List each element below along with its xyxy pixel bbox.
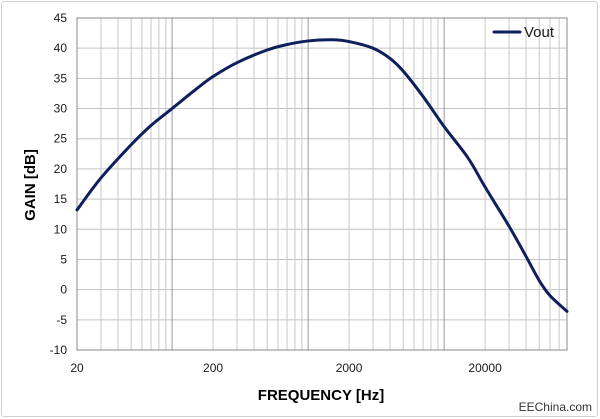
- grid: [76, 17, 568, 351]
- y-tick-label-5: 15: [54, 192, 68, 206]
- series-line-vout: [75, 38, 569, 313]
- y-tick-label-11: 45: [54, 11, 68, 25]
- y-tick-label-3: 5: [60, 252, 67, 266]
- x-axis-title: FREQUENCY [Hz]: [258, 387, 384, 404]
- legend-label-vout: Vout: [524, 24, 555, 41]
- x-tick-label-3: 20000: [468, 361, 502, 375]
- x-tick-label-1: 200: [203, 361, 223, 375]
- legend: Vout: [492, 24, 555, 41]
- x-tick-label-2: 2000: [336, 361, 363, 375]
- y-tick-label-1: -5: [56, 313, 67, 327]
- x-axis-ticks: 20 200 2000 20000: [70, 361, 502, 375]
- y-tick-label-10: 40: [54, 41, 68, 55]
- y-tick-label-8: 30: [54, 102, 68, 116]
- plot-border-rect: [76, 17, 568, 351]
- x-tick-label-0: 20: [70, 361, 84, 375]
- y-tick-label-4: 10: [54, 222, 68, 236]
- y-tick-label-2: 0: [60, 283, 67, 297]
- y-tick-label-9: 35: [54, 71, 68, 85]
- y-tick-label-0: -10: [50, 343, 68, 357]
- y-axis-title: GAIN [dB]: [22, 149, 39, 221]
- watermark: EEChina.com: [518, 400, 592, 414]
- plot-area: [76, 17, 568, 351]
- series-layer: [75, 38, 569, 313]
- y-axis-ticks: -10 -5 0 5 10 15 20 25 30 35 40 45: [50, 11, 68, 357]
- y-tick-label-7: 25: [54, 132, 68, 146]
- y-tick-label-6: 20: [54, 162, 68, 176]
